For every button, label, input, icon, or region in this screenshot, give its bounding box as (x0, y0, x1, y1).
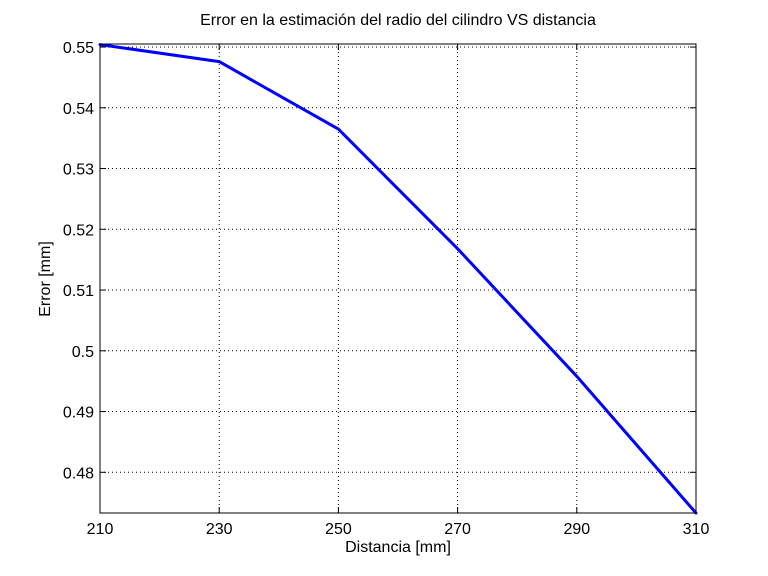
y-tick-label: 0.48 (63, 465, 94, 482)
series-line (98, 43, 698, 515)
x-axis-label: Distancia [mm] (345, 539, 451, 556)
x-tick-label: 310 (683, 521, 710, 538)
y-tick-label: 0.5 (72, 344, 94, 361)
y-tick-label: 0.54 (63, 101, 94, 118)
axis-ticks: 210 230 250 270 290 310 0.48 0.49 0.5 0.51 0.52 0.5… (63, 40, 710, 538)
series-layer (98, 43, 698, 515)
x-tick-label: 230 (206, 521, 233, 538)
y-tick-label: 0.53 (63, 162, 94, 179)
plot-area (100, 44, 696, 513)
grid-lines (100, 44, 696, 513)
x-tick-label: 290 (563, 521, 590, 538)
plot-frame (99, 43, 697, 514)
y-tick-label: 0.55 (63, 40, 94, 57)
y-tick-label: 0.51 (63, 283, 94, 300)
x-tick-label: 210 (87, 521, 114, 538)
y-tick-label: 0.52 (63, 222, 94, 239)
x-tick-label: 250 (325, 521, 352, 538)
chart-title: Error en la estimación del radio del cil… (200, 12, 596, 29)
x-tick-label: 270 (444, 521, 471, 538)
y-tick-label: 0.49 (63, 405, 94, 422)
